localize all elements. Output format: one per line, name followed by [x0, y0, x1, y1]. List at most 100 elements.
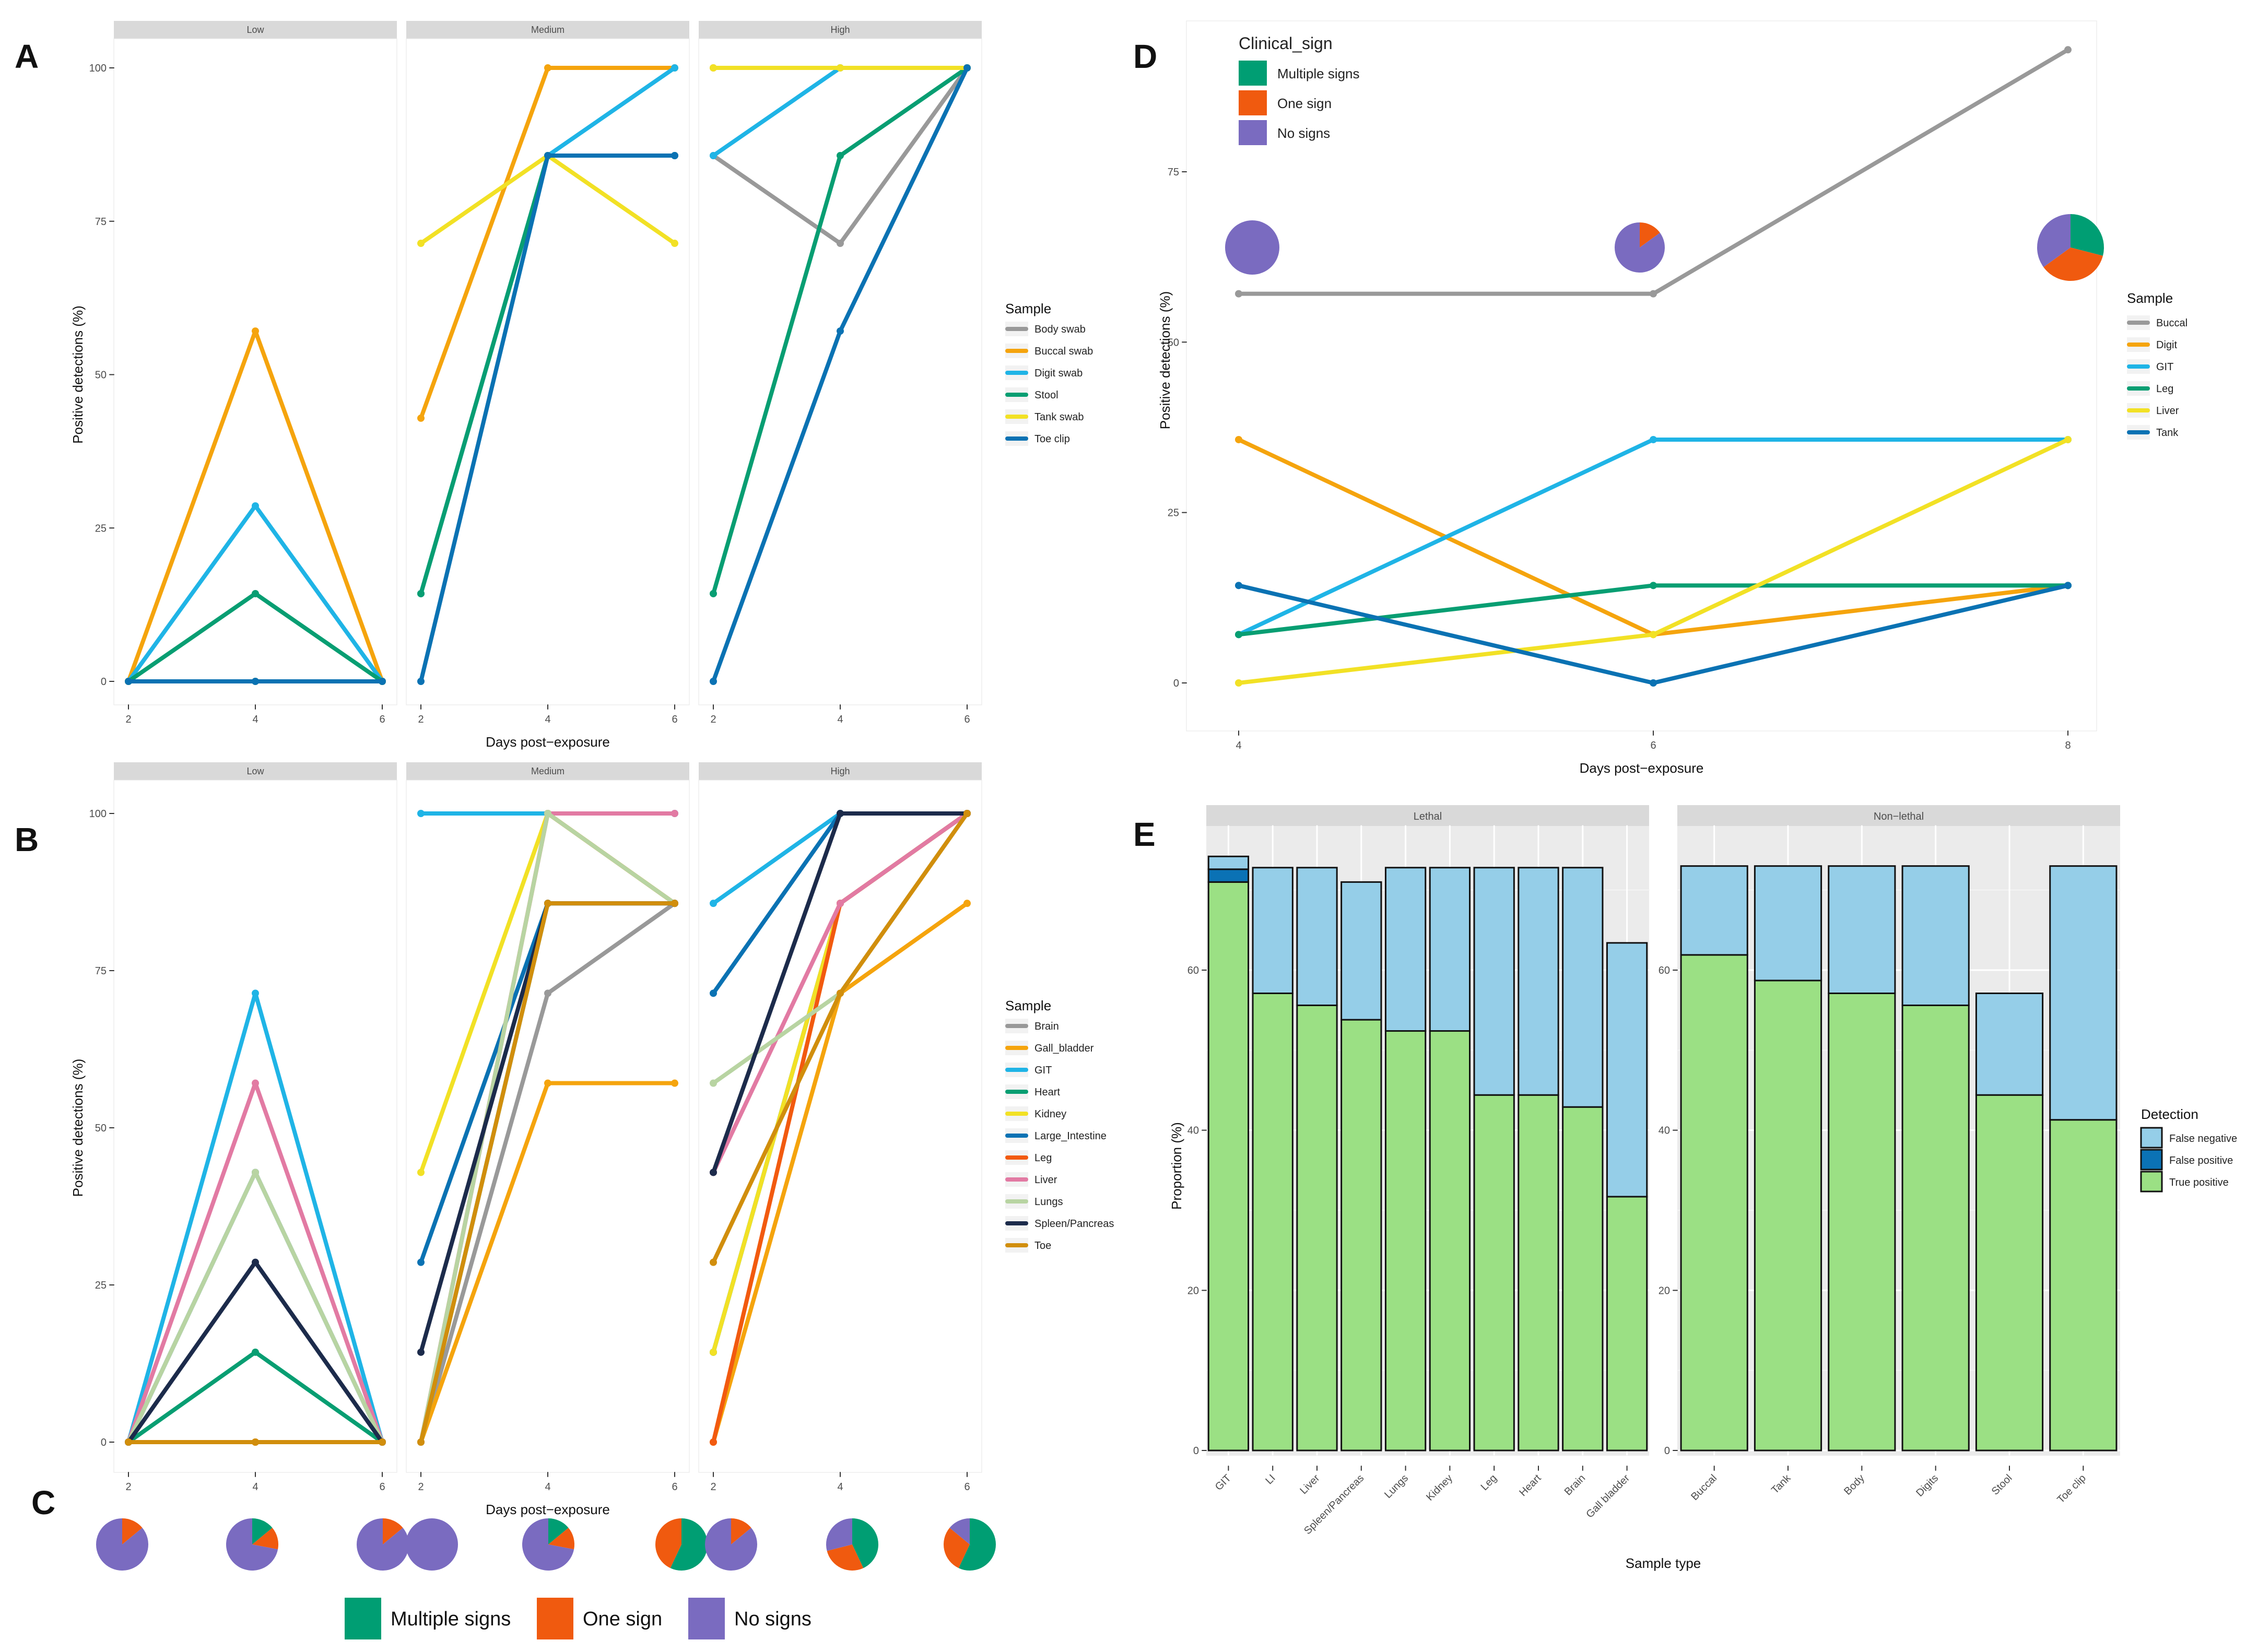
facet-A-medium: Medium 2 4 6 [406, 21, 690, 725]
legend-label: Gall_bladder [1034, 1043, 1094, 1054]
x-tick-label: 6 [964, 714, 970, 725]
data-point [710, 1079, 717, 1087]
pie-slice-multiple [852, 1518, 878, 1568]
legend-title: Sample [2127, 290, 2173, 306]
pie-slice-one [252, 1528, 278, 1550]
x-tick-label: 4 [545, 1481, 550, 1493]
panel-label-A: A [15, 38, 39, 75]
pie-chart [1225, 220, 1279, 275]
facet-strip-label: Lethal [1414, 811, 1442, 822]
pie-slice-one [122, 1518, 143, 1544]
x-tick-label: Lungs [1382, 1472, 1410, 1501]
legend-swatch [537, 1598, 573, 1639]
data-point [544, 989, 551, 997]
facet-strip-label: High [830, 766, 850, 776]
data-point [837, 989, 844, 997]
chart-A: Low 2 4 6 Medium 2 4 6 High 2 4 6 0 25 50 75 100 Days pos… [70, 21, 1093, 750]
pie-slice-one [548, 1528, 574, 1550]
x-axis-title: Days post−exposure [1580, 760, 1704, 776]
legend-label: True positive [2169, 1177, 2229, 1188]
data-point [544, 64, 551, 72]
x-tick-label: 6 [672, 1481, 677, 1493]
x-tick-label: 4 [252, 1481, 258, 1493]
legend-label: Multiple signs [1277, 66, 1360, 81]
legend-clinical-sign: Clinical_sign Multiple signs One sign No si… [1239, 34, 1360, 145]
data-point [252, 1258, 259, 1266]
bar-true-positive [1473, 1094, 1515, 1452]
legend-label: False positive [2169, 1155, 2233, 1166]
pie-slice-none [406, 1518, 458, 1571]
legend-swatch [1239, 61, 1267, 86]
x-tick-label: GIT [1213, 1472, 1233, 1493]
legend-label: Digit swab [1034, 368, 1083, 379]
legend-label: Leg [1034, 1152, 1052, 1164]
x-tick-label: 4 [837, 1481, 843, 1493]
bar-true-positive [1754, 980, 1822, 1452]
legend-title: Sample [1005, 301, 1051, 316]
facet-panel [406, 38, 690, 705]
bar-true-positive [1384, 1030, 1427, 1452]
y-tick-label: 40 [1187, 1125, 1199, 1137]
bar-true-positive [2049, 1119, 2118, 1452]
y-tick-label: 0 [1664, 1445, 1670, 1457]
y-tick-label: 100 [89, 808, 107, 820]
data-point [710, 989, 717, 997]
bar-false-positive [1207, 868, 1250, 883]
facet-strip [114, 21, 397, 39]
data-point [379, 1438, 386, 1446]
data-point [544, 900, 551, 907]
y-axis-title: Positive detections (%) [70, 1059, 86, 1197]
pie-chart [655, 1518, 708, 1571]
facet-A-high: High 2 4 6 [698, 21, 982, 725]
legend-label: Brain [1034, 1021, 1059, 1032]
y-tick-label: 40 [1659, 1125, 1670, 1137]
data-point [417, 1348, 425, 1356]
data-point [710, 589, 717, 597]
facet-strip-label: Medium [531, 25, 564, 35]
bar-false-negative [1562, 867, 1604, 1108]
bar-false-negative [1340, 881, 1382, 1021]
panel-label-B: B [15, 821, 39, 858]
legend-label: Multiple signs [391, 1608, 511, 1630]
pie-slice-none [949, 1518, 970, 1544]
bar-false-negative [1384, 867, 1427, 1032]
bar-false-negative [1901, 865, 1970, 1006]
pie-slice-multiple [548, 1518, 569, 1544]
data-point [1650, 290, 1657, 298]
bar-true-positive [1562, 1106, 1604, 1452]
x-tick-label: Buccal [1689, 1472, 1719, 1503]
legend-label: Liver [1034, 1174, 1057, 1186]
legend-label: No signs [734, 1608, 812, 1630]
pie-slice-one [655, 1518, 681, 1568]
x-tick-label: 2 [125, 1481, 131, 1493]
legend-label: Kidney [1034, 1108, 1066, 1120]
x-tick-label: Kidney [1424, 1472, 1455, 1503]
y-tick-label: 75 [1168, 167, 1179, 178]
data-point [710, 1258, 717, 1266]
x-tick-label: Digits [1914, 1472, 1941, 1499]
y-tick-label: 0 [1193, 1445, 1199, 1457]
legend-label: One sign [583, 1608, 662, 1630]
data-point [837, 64, 844, 72]
facet-strip [699, 762, 982, 780]
y-tick-label: 20 [1187, 1285, 1199, 1296]
bar-false-negative [1429, 867, 1471, 1032]
pie-slice-one [943, 1528, 970, 1568]
legend-label: Buccal [2156, 317, 2188, 329]
facet-strip [1206, 805, 1649, 826]
legend-label: Buccal swab [1034, 346, 1093, 357]
pie-chart [2037, 214, 2104, 281]
bar-true-positive [1901, 1004, 1970, 1452]
facet-strip [406, 21, 689, 39]
x-tick-label: 6 [379, 714, 385, 725]
data-point [2064, 46, 2072, 54]
x-tick-label: 6 [1650, 740, 1656, 751]
x-tick-label: 2 [710, 1481, 716, 1493]
panel-label-C: C [31, 1484, 55, 1521]
data-point [252, 327, 259, 335]
pie-slice-none [356, 1518, 409, 1571]
data-point [252, 989, 259, 997]
bar-true-positive [1975, 1094, 2044, 1452]
